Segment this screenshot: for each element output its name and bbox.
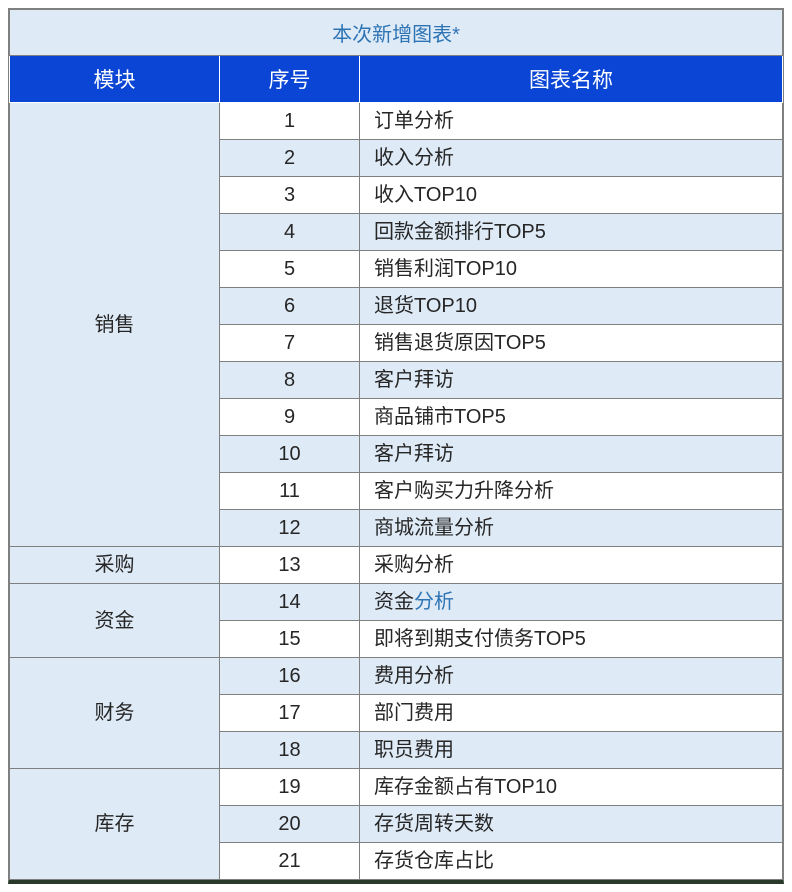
name-cell: 存货周转天数: [360, 806, 783, 843]
index-cell: 16: [220, 658, 360, 695]
table-row: 资金 14资金分析: [10, 584, 783, 621]
table-row: 销售1订单分析: [10, 103, 783, 140]
name-cell: 退货TOP10: [360, 288, 783, 325]
name-cell: 订单分析: [360, 103, 783, 140]
table-title-row: 本次新增图表*: [10, 10, 783, 56]
index-cell: 2: [220, 140, 360, 177]
index-cell: 9: [220, 399, 360, 436]
name-cell: 商城流量分析: [360, 510, 783, 547]
module-cell: 销售: [10, 103, 220, 547]
index-cell: 18: [220, 732, 360, 769]
index-cell: 6: [220, 288, 360, 325]
index-cell: 17: [220, 695, 360, 732]
col-header-name: 图表名称: [360, 56, 783, 103]
name-cell: 客户拜访: [360, 362, 783, 399]
name-cell: 商品铺市TOP5: [360, 399, 783, 436]
index-cell: 3: [220, 177, 360, 214]
table-body: 销售1订单分析2收入分析3收入TOP104回款金额排行TOP55销售利润TOP1…: [10, 103, 783, 880]
table-row: 采购13采购分析: [10, 547, 783, 584]
name-cell: 库存金额占有TOP10: [360, 769, 783, 806]
table-row: 库存19库存金额占有TOP10: [10, 769, 783, 806]
module-cell: 财务: [10, 658, 220, 769]
name-cell: 客户拜访: [360, 436, 783, 473]
name-cell: 收入分析: [360, 140, 783, 177]
table-title: 本次新增图表*: [10, 10, 783, 56]
index-cell: 12: [220, 510, 360, 547]
index-cell: 11: [220, 473, 360, 510]
name-cell: 即将到期支付债务TOP5: [360, 621, 783, 658]
index-cell: 21: [220, 843, 360, 880]
index-cell: 14: [220, 584, 360, 621]
index-cell: 13: [220, 547, 360, 584]
name-cell: 存货仓库占比: [360, 843, 783, 880]
table-root: 本次新增图表* 模块 序号 图表名称 销售1订单分析2收入分析3收入TOP104…: [9, 9, 783, 880]
index-cell: 8: [220, 362, 360, 399]
index-cell: 4: [220, 214, 360, 251]
name-cell: 销售退货原因TOP5: [360, 325, 783, 362]
index-cell: 15: [220, 621, 360, 658]
name-cell: 职员费用: [360, 732, 783, 769]
index-cell: 19: [220, 769, 360, 806]
name-cell: 收入TOP10: [360, 177, 783, 214]
chart-list-table: 本次新增图表* 模块 序号 图表名称 销售1订单分析2收入分析3收入TOP104…: [8, 8, 784, 884]
col-header-index: 序号: [220, 56, 360, 103]
name-cell: 部门费用: [360, 695, 783, 732]
module-cell: 库存: [10, 769, 220, 880]
name-cell: 资金分析: [360, 584, 783, 621]
table-header-row: 模块 序号 图表名称: [10, 56, 783, 103]
index-cell: 10: [220, 436, 360, 473]
module-cell: 采购: [10, 547, 220, 584]
table-row: 财务16费用分析: [10, 658, 783, 695]
index-cell: 1: [220, 103, 360, 140]
name-cell: 采购分析: [360, 547, 783, 584]
name-link-text: 分析: [414, 591, 454, 613]
name-text: 资金: [374, 591, 414, 613]
module-cell: 资金: [10, 584, 220, 658]
name-cell: 费用分析: [360, 658, 783, 695]
name-cell: 回款金额排行TOP5: [360, 214, 783, 251]
index-cell: 7: [220, 325, 360, 362]
index-cell: 5: [220, 251, 360, 288]
index-cell: 20: [220, 806, 360, 843]
name-cell: 客户购买力升降分析: [360, 473, 783, 510]
col-header-module: 模块: [10, 56, 220, 103]
name-cell: 销售利润TOP10: [360, 251, 783, 288]
